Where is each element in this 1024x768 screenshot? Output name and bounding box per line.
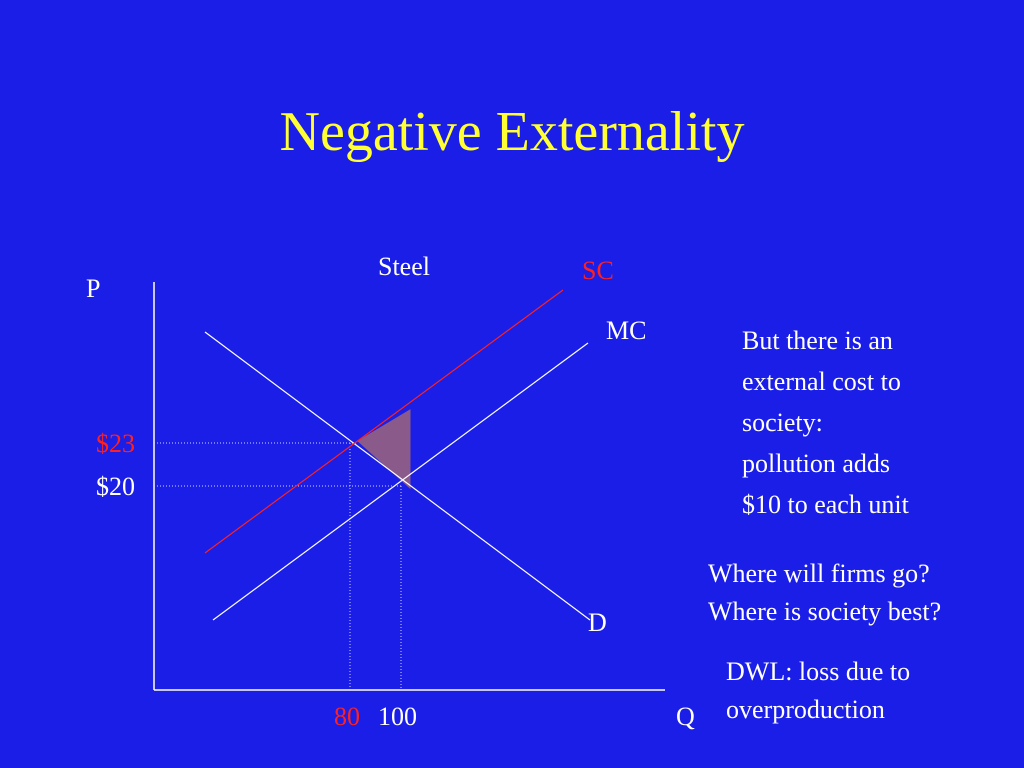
slide-title: Negative Externality [279,101,745,163]
mc-label: MC [606,316,647,345]
price-social-label: $23 [96,429,135,458]
y-axis-label: P [86,274,101,303]
note-line: $10 to each unit [742,490,909,519]
qty-private-label: 100 [378,702,417,731]
external-cost-note: But there is an external cost to society… [742,320,909,525]
note-line: society: [742,408,823,437]
qty-social-label: 80 [334,702,360,731]
note-line: pollution adds [742,449,891,478]
note-line: overproduction [726,695,885,724]
mc-curve [212,342,589,621]
sc-curve [204,289,564,554]
dwl-triangle [357,409,411,490]
note-line: Where is society best? [708,597,942,626]
note-line: DWL: loss due to [726,657,911,686]
demand-curve [204,331,591,621]
note-line: But there is an [742,326,893,355]
x-axis-label: Q [676,702,695,731]
market-label: Steel [378,252,430,281]
sc-label: SC [582,256,614,285]
price-private-label: $20 [96,472,135,501]
note-line: Where will firms go? [708,559,930,588]
questions-note: Where will firms go? Where is society be… [708,555,941,631]
demand-label: D [588,608,607,637]
note-line: external cost to [742,367,901,396]
dwl-note: DWL: loss due to overproduction [726,653,910,729]
